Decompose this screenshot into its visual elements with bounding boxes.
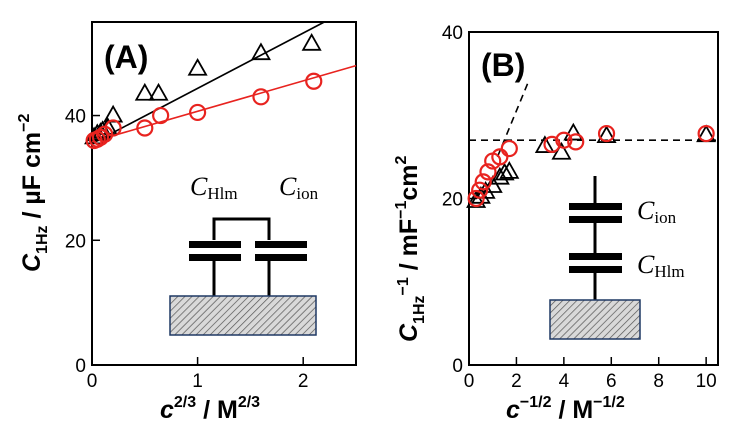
panel-a-circle-point	[104, 119, 122, 137]
inset-a-top-wire	[212, 217, 271, 240]
panel-a-circle-point	[91, 128, 110, 146]
panel-b-ytick-label: 20	[442, 190, 463, 211]
panel-a-circle-point	[189, 103, 207, 122]
panel-a-label: (A)	[104, 39, 148, 75]
panel-b-xtick-label: 0	[464, 371, 475, 392]
panel-b-ticks: 0 2 4 6 8 10 0 20 40	[442, 23, 717, 392]
inset-a-ion-label: Cion	[279, 172, 319, 203]
panel-b-circle-point	[474, 173, 492, 191]
panel-a-xlabel: c2/3 / M2/3	[160, 394, 260, 424]
panel-a-xtick-label: 0	[87, 371, 98, 392]
panel-a-xtick-label: 1	[192, 371, 203, 392]
panel-b-triangle-point	[499, 161, 520, 179]
panel-a-circuit-inset: CHlm Cion	[169, 172, 319, 336]
panel-a-circle-point	[136, 119, 154, 137]
panel-b-points	[466, 122, 717, 208]
panel-b-chart: 0 2 4 6 8 10 0 20 40 (B) Cion CHlm c−1/2 / M−1/2…	[393, 23, 719, 424]
inset-b-ion-label: Cion	[637, 196, 677, 227]
panel-a-triangle-point	[134, 82, 155, 101]
panel-a-xtick-label: 2	[298, 371, 309, 392]
panel-a-triangle-point	[301, 33, 322, 51]
inset-a-electrode	[169, 295, 317, 336]
panel-b-xtick-label: 4	[559, 371, 570, 392]
panel-b-triangle-point	[475, 181, 496, 199]
panel-a-points	[84, 33, 323, 150]
panel-b-triangle-point	[563, 122, 584, 141]
panel-a-triangle-point	[148, 82, 169, 101]
inset-b-electrode	[549, 299, 641, 340]
panel-a-triangle-point	[187, 57, 208, 76]
panel-a-circle-point	[152, 106, 170, 125]
panel-a-ytick-label: 40	[65, 107, 86, 128]
panel-b-circle-point	[555, 131, 573, 149]
inset-a-cap1-plate-bottom	[189, 254, 241, 261]
panel-a-ylabel: C1Hz / µF cm−2	[16, 114, 51, 272]
inset-b-hlm-plate-bottom	[569, 266, 622, 273]
inset-b-hlm-label: CHlm	[637, 250, 685, 281]
panel-b-xlabel: c−1/2 / M−1/2	[506, 394, 625, 424]
panel-b-xtick-label: 6	[606, 371, 617, 392]
panel-b-triangle-point	[534, 135, 555, 153]
panel-b-ytick-label: 40	[442, 23, 463, 44]
panel-b-circle-point	[500, 139, 518, 158]
panel-b-triangle-point	[551, 141, 572, 160]
panel-a-fit-lines	[91, 21, 357, 145]
panel-a-triangle-point	[250, 42, 272, 61]
panel-b-triangle-point	[489, 166, 510, 185]
panel-b-circuit-inset: Cion CHlm	[549, 176, 685, 340]
inset-a-cap2-plate-bottom	[255, 254, 307, 261]
inset-a-cap2-plate-top	[255, 241, 307, 248]
panel-b-circle-point	[471, 181, 489, 199]
panel-b-xtick-label: 8	[653, 371, 664, 392]
panel-a-ytick-label: 0	[75, 356, 86, 377]
panel-b-xtick-label: 2	[511, 371, 522, 392]
panel-a-fit-line-0	[91, 21, 325, 145]
inset-b-ion-plate-bottom	[569, 216, 622, 223]
panel-a-ytick-label: 20	[65, 231, 86, 252]
inset-a-hlm-label: CHlm	[190, 172, 238, 203]
panel-b-triangle-point	[494, 162, 515, 181]
panel-a-circle-point	[305, 72, 323, 90]
panel-b-circle-point	[543, 135, 561, 153]
panel-b-circle-point	[479, 163, 497, 181]
panel-b-ytick-label: 0	[452, 356, 463, 377]
inset-b-hlm-plate-top	[569, 253, 622, 260]
panel-b-circle-point	[567, 133, 585, 151]
panel-a-frame	[91, 21, 357, 366]
inset-b-ion-plate-top	[569, 203, 622, 210]
panel-a-circle-point	[252, 88, 270, 106]
panel-a-fit-line-1	[91, 64, 357, 143]
panel-b-fit-lines	[469, 81, 718, 158]
panel-b-circle-point	[467, 189, 485, 208]
panel-b-xtick-label: 10	[696, 371, 717, 392]
panel-b-circle-point	[597, 124, 616, 143]
panel-b-ylabel: C1Hz−1 / mF−1cm2	[393, 156, 428, 343]
panel-b-label: (B)	[481, 47, 525, 83]
panel-b-circle-point	[697, 124, 715, 143]
inset-a-cap1-plate-top	[189, 241, 241, 248]
